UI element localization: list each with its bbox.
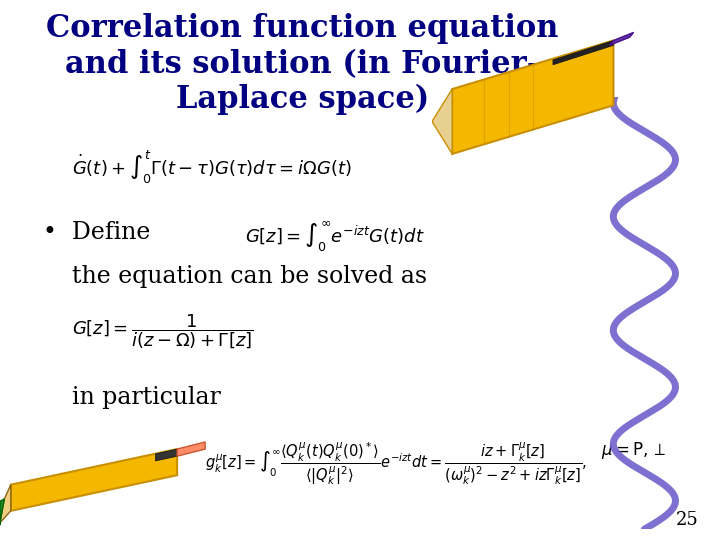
Text: 25: 25 — [675, 511, 698, 529]
Polygon shape — [177, 442, 205, 456]
Polygon shape — [432, 89, 452, 154]
Text: in particular: in particular — [72, 386, 221, 409]
Text: Correlation function equation: Correlation function equation — [46, 14, 559, 44]
Text: and its solution (in Fourier-: and its solution (in Fourier- — [66, 49, 539, 79]
Text: •  Define: • Define — [43, 221, 150, 245]
Text: the equation can be solved as: the equation can be solved as — [72, 265, 427, 288]
Text: $G[z]=\dfrac{1}{i(z-\Omega)+\Gamma[z]}$: $G[z]=\dfrac{1}{i(z-\Omega)+\Gamma[z]}$ — [72, 313, 253, 352]
Text: $G[z]=\int_0^{\infty} e^{-izt}G(t)dt$: $G[z]=\int_0^{\infty} e^{-izt}G(t)dt$ — [245, 219, 425, 254]
Polygon shape — [0, 485, 11, 523]
Polygon shape — [156, 449, 177, 461]
Polygon shape — [609, 32, 634, 45]
Text: Laplace space): Laplace space) — [176, 84, 429, 115]
Polygon shape — [11, 449, 177, 511]
Text: $\dot{G}(t)+\int_0^{t} \Gamma(t-\tau)G(\tau)d\tau = i\Omega G(t)$: $\dot{G}(t)+\int_0^{t} \Gamma(t-\tau)G(\… — [72, 148, 351, 186]
Polygon shape — [0, 499, 4, 525]
Polygon shape — [452, 40, 613, 154]
Text: $g_k^{\mu}[z]=\int_0^{\infty}\dfrac{\langle Q_k^{\mu}(t)Q_k^{\mu}(0)^*\rangle}{\: $g_k^{\mu}[z]=\int_0^{\infty}\dfrac{\lan… — [205, 440, 588, 487]
Polygon shape — [553, 40, 613, 65]
Text: $\mu =\mathrm{P}, \perp$: $\mu =\mathrm{P}, \perp$ — [601, 440, 667, 461]
